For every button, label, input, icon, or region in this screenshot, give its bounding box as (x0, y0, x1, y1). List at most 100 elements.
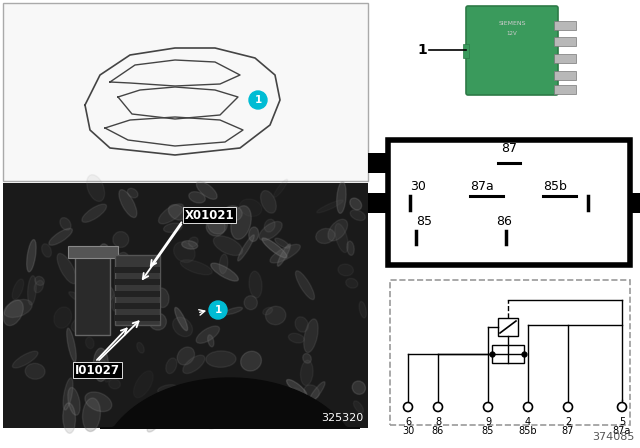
Ellipse shape (60, 218, 71, 230)
Ellipse shape (353, 401, 364, 413)
Ellipse shape (99, 244, 110, 263)
Ellipse shape (295, 317, 308, 332)
Ellipse shape (83, 398, 100, 431)
Ellipse shape (206, 217, 225, 236)
Ellipse shape (266, 306, 286, 325)
Ellipse shape (28, 276, 36, 305)
Bar (115, 315, 160, 321)
Ellipse shape (27, 240, 36, 272)
Bar (554, 37, 576, 46)
Ellipse shape (118, 252, 129, 265)
Ellipse shape (207, 335, 214, 347)
Ellipse shape (287, 379, 307, 396)
Ellipse shape (173, 317, 193, 336)
Text: 374085: 374085 (593, 432, 635, 442)
Ellipse shape (264, 219, 275, 232)
Bar (498, 318, 518, 336)
Text: X01021: X01021 (185, 208, 235, 221)
Circle shape (524, 402, 532, 412)
Ellipse shape (87, 175, 104, 202)
Ellipse shape (338, 264, 353, 276)
Text: 85b: 85b (518, 426, 538, 436)
Bar (554, 21, 576, 30)
Ellipse shape (301, 360, 313, 385)
Bar (3, 183, 368, 428)
Bar (115, 267, 160, 273)
Bar (554, 71, 576, 80)
Ellipse shape (175, 307, 188, 331)
Ellipse shape (359, 302, 366, 318)
Ellipse shape (63, 378, 73, 410)
Ellipse shape (213, 236, 243, 255)
Ellipse shape (159, 204, 184, 224)
Ellipse shape (68, 292, 94, 308)
Bar (492, 345, 524, 363)
Ellipse shape (350, 210, 365, 220)
Ellipse shape (82, 204, 106, 222)
Bar (115, 303, 160, 309)
Ellipse shape (182, 241, 198, 249)
Circle shape (209, 301, 227, 319)
Ellipse shape (259, 221, 282, 240)
Ellipse shape (198, 411, 231, 418)
Ellipse shape (68, 388, 80, 415)
Circle shape (618, 402, 627, 412)
Ellipse shape (85, 392, 112, 412)
Ellipse shape (34, 280, 44, 293)
Ellipse shape (4, 299, 32, 318)
Ellipse shape (231, 206, 252, 239)
Ellipse shape (317, 200, 343, 213)
Ellipse shape (12, 279, 24, 300)
Ellipse shape (183, 355, 205, 374)
Ellipse shape (296, 271, 314, 300)
Circle shape (403, 402, 413, 412)
Ellipse shape (3, 300, 23, 326)
Bar (463, 44, 469, 58)
Ellipse shape (335, 224, 348, 253)
Ellipse shape (180, 260, 212, 275)
Ellipse shape (99, 286, 114, 303)
Ellipse shape (147, 408, 166, 432)
Ellipse shape (86, 337, 94, 349)
Circle shape (249, 91, 267, 109)
Ellipse shape (206, 351, 236, 367)
Ellipse shape (304, 385, 319, 399)
Ellipse shape (275, 238, 289, 248)
Ellipse shape (71, 313, 104, 333)
Text: 30: 30 (402, 426, 414, 436)
Text: 85: 85 (416, 215, 432, 228)
Ellipse shape (67, 328, 76, 362)
Ellipse shape (134, 371, 153, 398)
Ellipse shape (260, 190, 276, 213)
Text: 86: 86 (432, 426, 444, 436)
Ellipse shape (337, 182, 346, 213)
Text: 1: 1 (417, 43, 427, 57)
Circle shape (433, 402, 442, 412)
Ellipse shape (289, 333, 304, 343)
Ellipse shape (241, 351, 262, 371)
Ellipse shape (216, 414, 228, 426)
Ellipse shape (127, 188, 138, 198)
Ellipse shape (352, 381, 365, 394)
Text: 5: 5 (619, 417, 625, 427)
Bar (388, 140, 630, 265)
Ellipse shape (262, 238, 287, 258)
Ellipse shape (105, 374, 111, 382)
Ellipse shape (286, 388, 303, 405)
Bar (115, 279, 160, 285)
Text: I01027: I01027 (75, 363, 120, 376)
Ellipse shape (42, 244, 51, 257)
Ellipse shape (194, 402, 218, 423)
Ellipse shape (200, 405, 235, 414)
Ellipse shape (99, 359, 110, 371)
Ellipse shape (25, 363, 45, 379)
Ellipse shape (303, 353, 311, 363)
Ellipse shape (249, 271, 262, 298)
Ellipse shape (179, 396, 194, 414)
Text: 87a: 87a (470, 180, 493, 193)
Ellipse shape (304, 319, 318, 353)
Ellipse shape (274, 179, 287, 198)
Ellipse shape (173, 242, 195, 263)
Text: 87: 87 (501, 142, 517, 155)
Ellipse shape (63, 403, 76, 433)
